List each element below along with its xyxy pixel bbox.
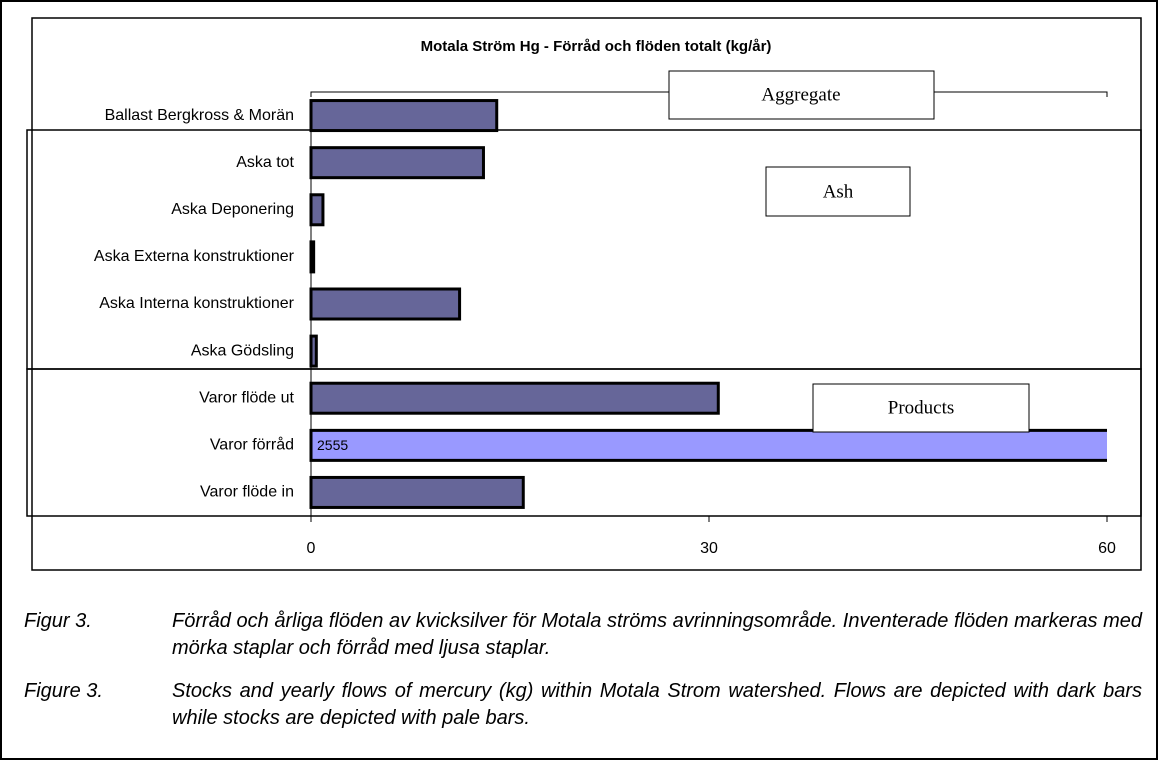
bar <box>309 287 462 321</box>
caption-label: Figure 3. <box>24 680 103 702</box>
caption: Figur 3. Förråd och årliga flöden av kvi… <box>24 608 1142 662</box>
caption-text: Förråd och årliga flöden av kvicksilver … <box>172 610 1142 659</box>
chart-title: Motala Ström Hg - Förråd och flöden tota… <box>421 38 772 55</box>
y-tick-label: Aska Gödsling <box>191 342 294 359</box>
bar <box>309 99 499 133</box>
bar <box>309 146 485 180</box>
annotation-box <box>668 70 935 120</box>
y-tick-label: Aska Externa konstruktioner <box>94 248 295 265</box>
x-tick-label: 0 <box>307 540 316 557</box>
bar <box>309 334 318 368</box>
annotation-box <box>765 166 911 217</box>
bar <box>309 428 1107 462</box>
annotation: Aggregate <box>761 84 840 105</box>
y-tick-label: Varor förråd <box>210 436 294 454</box>
y-tick-label: Varor flöde in <box>200 484 294 501</box>
bar <box>309 381 720 415</box>
y-tick-label: Ballast Bergkross & Morän <box>105 107 294 124</box>
annotation: Ash <box>823 181 854 202</box>
annotation: Products <box>888 397 955 418</box>
bars <box>309 99 1107 509</box>
bar <box>309 193 325 227</box>
y-tick-label: Aska Interna konstruktioner <box>99 295 294 312</box>
caption-label: Figur 3. <box>24 610 92 632</box>
chart-frame <box>31 17 1142 571</box>
caption: Figure 3. Stocks and yearly flows of mer… <box>24 678 1142 732</box>
x-tick-label: 60 <box>1098 540 1116 557</box>
bar <box>309 475 525 509</box>
annotation-box <box>812 383 1030 433</box>
data-label: 2555 <box>317 437 348 453</box>
caption-text: Stocks and yearly flows of mercury (kg) … <box>172 680 1142 729</box>
y-tick-label: Aska tot <box>236 154 294 171</box>
y-tick-label: Varor flöde ut <box>199 389 294 406</box>
y-tick-label: Aska Deponering <box>171 201 294 218</box>
x-tick-label: 30 <box>700 540 718 557</box>
